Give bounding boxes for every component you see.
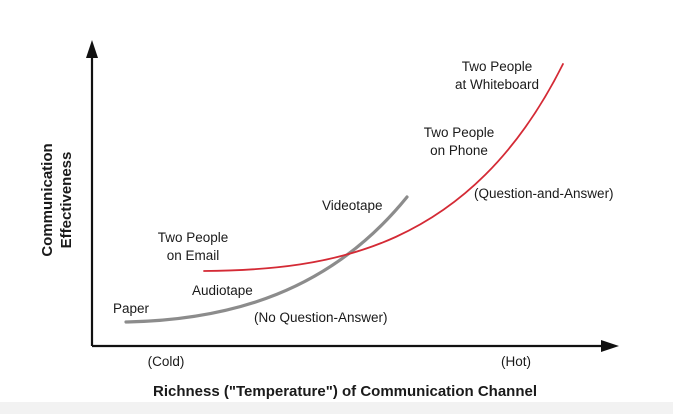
qa-curve (203, 63, 564, 272)
x-axis-arrowhead (601, 340, 619, 352)
no-qa-label: (No Question-Answer) (254, 310, 388, 325)
whiteboard-label-line2: at Whiteboard (455, 77, 539, 92)
bottom-strip (0, 402, 673, 414)
phone-label-line1: Two People (424, 125, 495, 140)
audiotape-label: Audiotape (192, 283, 253, 298)
x-axis-hot-label: (Hot) (501, 354, 531, 369)
x-axis-title: Richness ("Temperature") of Communicatio… (153, 383, 537, 400)
videotape-label: Videotape (322, 198, 383, 213)
no-qa-curve (124, 195, 409, 324)
whiteboard-label-line1: Two People (462, 59, 533, 74)
phone-label-line2: on Phone (430, 143, 488, 158)
y-axis-arrowhead (86, 40, 98, 58)
y-axis-title-line1: Communication (39, 143, 56, 256)
email-label-line1: Two People (158, 230, 229, 245)
y-axis-title-line2: Effectiveness (58, 152, 75, 249)
x-axis-cold-label: (Cold) (148, 354, 185, 369)
email-label-line2: on Email (167, 248, 220, 263)
paper-label: Paper (113, 301, 150, 316)
qa-label: (Question-and-Answer) (474, 186, 614, 201)
